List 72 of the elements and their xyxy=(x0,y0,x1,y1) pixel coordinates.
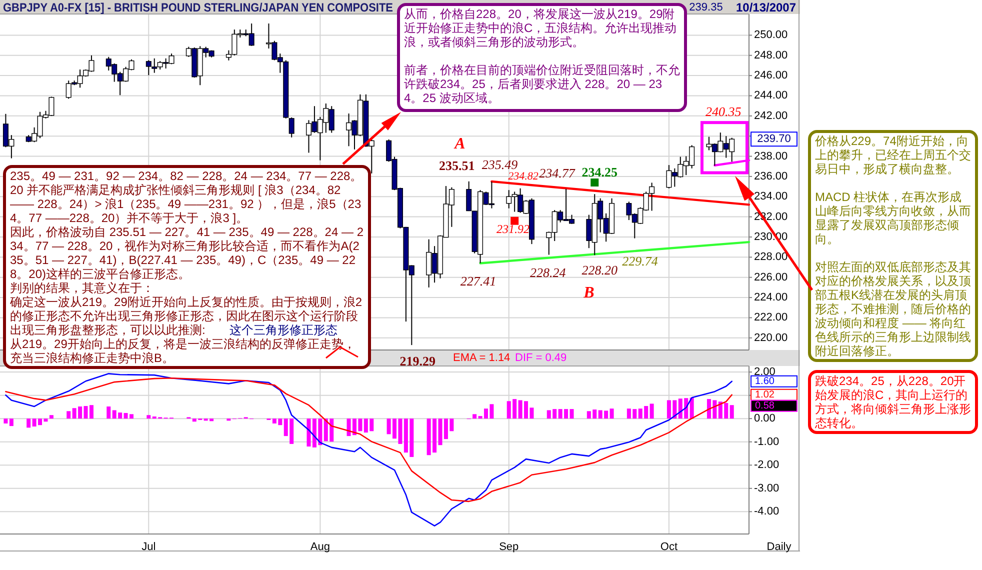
y-tick-label: 222.00 xyxy=(754,312,788,324)
annotation: A xyxy=(454,136,466,152)
annotation: 因此，价格波动自 235.51 — 227。41 — 235。49 — 228。24 — 234。77 — 228。20，视作为对称三角形比较合适，而不看作为A(235。51 — 227。41)，B(227.41 — 235。49)，C（235。49 — 228。20)这样的三波平台修正形态。 xyxy=(10,225,364,281)
y-tick-label: 234.00 xyxy=(754,190,788,203)
bar xyxy=(730,405,734,419)
y-tick-label: 238.00 xyxy=(754,150,788,162)
text: 价格从229。74附近开始，向上的攀升，已经在上周五个交易日中，形成了横向盘整。 xyxy=(815,134,971,176)
bar xyxy=(610,408,614,419)
y-tick-label: -2.00 xyxy=(754,459,780,472)
line-series xyxy=(5,377,732,502)
text: Daily xyxy=(766,541,792,553)
text: 对照左面的双低底部形态及其对应的价格发展关系，以及顶部五根K线潜在发展的头肩顶形态，不难推测，随后价格的波动倾向和程度 —— 将向红色线所示的三角形上边限制线附近回落修正。 xyxy=(815,260,971,358)
annotation: 227.41 xyxy=(460,274,496,289)
annotation: 234.77 xyxy=(539,165,576,180)
annotation: 219.29 xyxy=(400,354,436,369)
y-tick-label: 220.00 xyxy=(754,332,788,344)
annotation: 235.51 xyxy=(438,158,475,173)
y-tick-label: 0.00 xyxy=(754,412,776,425)
annotation: 235.49 xyxy=(482,157,518,172)
x-tick-label: Aug xyxy=(310,541,330,553)
text: EMA = 1.14 xyxy=(453,352,510,364)
y-tick-label: 236.00 xyxy=(754,170,788,182)
text: 跌破234。25，从228。20开始发展的浪C，其向上运行的方式，将向倾斜三角形上涨形态转化。 xyxy=(815,374,971,430)
annotation: 10/13/2007 xyxy=(736,0,796,14)
bar xyxy=(9,418,14,426)
annotation: 判别的结果，其意义在于： xyxy=(10,281,155,295)
text: MACD 柱状体，在再次形成山峰后向零线方向收敛，从而显露了发展双高顶部形态倾向。 xyxy=(815,190,971,246)
text: DIF = 0.49 xyxy=(515,352,567,364)
x-tick-label: Sep xyxy=(499,541,519,553)
bar xyxy=(650,404,654,419)
bar xyxy=(26,418,31,428)
y-tick-label: -3.00 xyxy=(754,482,780,494)
y-tick-label: 250.00 xyxy=(754,29,788,42)
x-tick-label: Oct xyxy=(660,541,678,553)
y-tick-label: 248.00 xyxy=(754,49,788,62)
y-tick-label: 224.00 xyxy=(754,292,788,304)
bar xyxy=(570,409,574,419)
y-tick-label: 2.00 xyxy=(754,366,776,378)
x-tick-label: Jul xyxy=(142,541,156,553)
y-tick-label: 242.00 xyxy=(754,110,788,122)
annotation: 234.82 xyxy=(508,170,539,182)
annotation: 234.25 xyxy=(582,164,618,180)
annotation: 228.20 xyxy=(582,262,618,278)
bar xyxy=(4,418,8,424)
annotation: 228.24 xyxy=(530,265,566,280)
text: 239.35 xyxy=(689,2,723,14)
bar xyxy=(49,415,54,419)
y-tick-label: 228.00 xyxy=(754,251,788,264)
y-tick-label: 226.00 xyxy=(754,271,788,284)
text: 0.58 xyxy=(755,400,775,412)
annotation: 从而，价格自228。20，将发展这一波从219。29附近开始修正走势中的浪C，五浪结构。允许出现推动浪，或者倾斜三角形的波动形式。 xyxy=(404,7,678,49)
y-tick-label: -1.00 xyxy=(754,436,780,448)
bar xyxy=(146,415,151,419)
y-tick-label: 246.00 xyxy=(754,70,788,82)
line-series xyxy=(5,373,732,527)
candlestick xyxy=(288,116,294,138)
annotation: 240.35 xyxy=(706,104,742,120)
text: 239.70 xyxy=(757,133,791,146)
text: 1.60 xyxy=(755,376,775,387)
annotation: 这个三角形修正形态 xyxy=(229,323,338,337)
bar xyxy=(66,411,71,419)
annotation: 前者，价格在目前的顶端价位附近受阻回落时，不允许跌破234。25，后者则要求进入 228。20 — 234。25 波动区域。 xyxy=(404,63,680,105)
y-tick-label: -4.00 xyxy=(754,506,780,518)
annotation: 从219。29开始向上的反复，将是一波三浪结构的反弹修正走势，充当三浪结构修正走势中浪B。 xyxy=(10,337,356,365)
bar xyxy=(472,414,477,419)
bar xyxy=(106,406,111,419)
y-tick-label: 244.00 xyxy=(754,90,788,102)
annotation: 235。49 — 231。92 — 234。82 — 228。24 — 234。77 — 228。20 并不能严格满足构成扩张性倾斜三角形规则 [ 浪3（234。82 —— 228。24）> 浪1（235。49 ——231。92 ），但是，浪5（234。77 ——228。20）并不等于大于，浪3 ]。 xyxy=(10,169,364,225)
bar xyxy=(306,418,311,447)
text: 1.02 xyxy=(755,389,775,400)
annotation: 229.74 xyxy=(622,254,658,268)
annotation: B xyxy=(582,284,595,302)
